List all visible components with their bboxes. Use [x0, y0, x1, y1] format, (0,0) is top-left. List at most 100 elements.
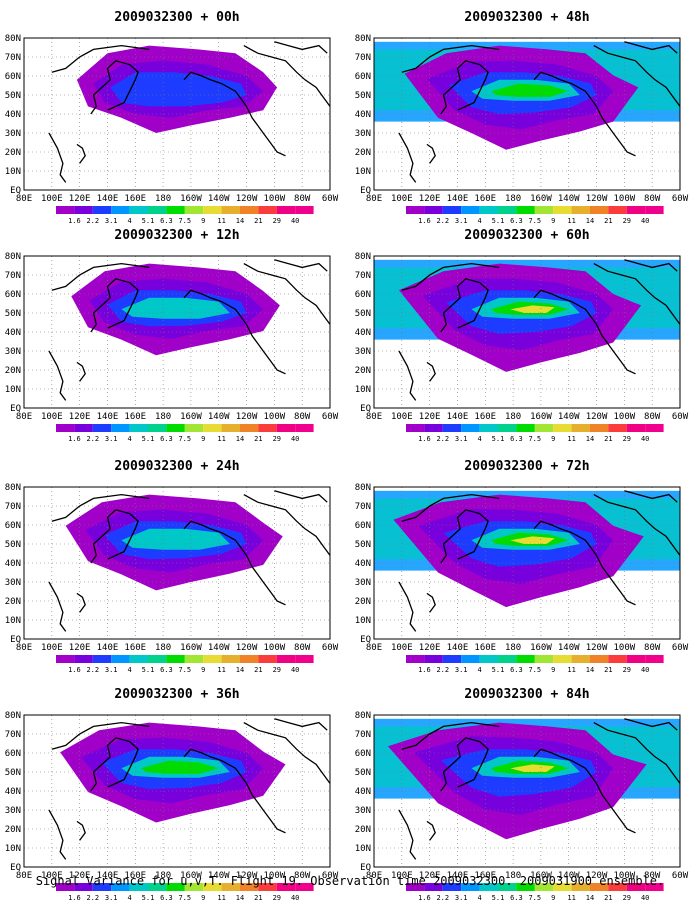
colorbar-tick-label: 29 — [623, 217, 631, 225]
map-frame — [373, 714, 681, 868]
lon-tick-label: 140W — [558, 194, 580, 204]
lat-tick-label: EQ — [10, 186, 21, 196]
colorbar-swatch — [479, 424, 498, 432]
panel-title: 2009032300 + 48h — [464, 10, 590, 25]
colorbar-swatch — [221, 206, 240, 214]
lat-tick-label: 10N — [355, 167, 371, 177]
coastline — [76, 143, 86, 164]
lat-tick-label: 10N — [355, 616, 371, 626]
colorbar-swatch — [424, 424, 443, 432]
coastline — [243, 494, 331, 556]
shade-contour — [510, 536, 555, 544]
colorbar-swatch — [571, 206, 590, 214]
lat-tick-label: 20N — [5, 597, 21, 607]
colorbar-swatch — [645, 206, 664, 214]
colorbar-tick-label: 11 — [567, 666, 575, 674]
colorbar-swatch — [590, 655, 609, 663]
lon-tick-label: 100W — [614, 871, 636, 881]
map-frame — [23, 255, 331, 409]
colorbar: 1.6 2.2 3.1 4 5.1 6.3 7.5 9 11 14 21 29 40 — [56, 655, 314, 674]
colorbar-swatch — [461, 206, 480, 214]
colorbar-tick-label: 7.5 — [528, 217, 541, 225]
lat-tick-label: 70N — [5, 53, 21, 63]
lon-tick-label: 80W — [294, 871, 311, 881]
colorbar-swatch — [111, 655, 130, 663]
lon-tick-label: 60W — [672, 871, 689, 881]
shade-contour — [121, 297, 230, 319]
colorbar-swatch — [516, 206, 535, 214]
lat-tick-label: 40N — [355, 110, 371, 120]
colorbar-swatch — [424, 206, 443, 214]
colorbar-tick-label: 7.5 — [178, 435, 191, 443]
colorbar-tick-label: 9 — [201, 666, 205, 674]
panel-title: 2009032300 + 24h — [114, 459, 240, 474]
colorbar-swatch — [129, 424, 148, 432]
coastline — [274, 259, 328, 272]
colorbar-tick-label: 3.1 — [455, 435, 468, 443]
lat-tick-label: EQ — [360, 863, 371, 873]
lat-tick-label: 50N — [5, 309, 21, 319]
colorbar-tick-label: 2.2 — [436, 435, 449, 443]
lat-tick-label: 50N — [355, 91, 371, 101]
colorbar-swatch — [203, 883, 222, 891]
colorbar-swatch — [56, 206, 75, 214]
lon-tick-label: 180 — [505, 412, 521, 422]
colorbar-tick-label: 4 — [127, 666, 131, 674]
colorbar: 1.6 2.2 3.1 4 5.1 6.3 7.5 9 11 14 21 29 40 — [406, 424, 664, 443]
colorbar-swatch — [479, 883, 498, 891]
colorbar-tick-label: 2.2 — [86, 217, 99, 225]
colorbar-swatch — [534, 206, 554, 214]
colorbar-tick-label: 21 — [254, 666, 262, 674]
colorbar-swatch — [74, 655, 93, 663]
coastline — [401, 262, 500, 291]
lat-tick-label: 80N — [355, 34, 371, 44]
lon-tick-label: 80E — [366, 871, 382, 881]
colorbar-tick-label: 6.3 — [510, 666, 523, 674]
lon-tick-label: 140E — [447, 194, 469, 204]
map-area: 80E 100E 120E 140E 160E 180 160W 140W 120W 100W 80… — [355, 483, 689, 653]
colorbar-swatch — [608, 883, 627, 891]
lat-tick-label: EQ — [10, 863, 21, 873]
lon-tick-label: 180 — [505, 871, 521, 881]
coastline — [76, 592, 86, 613]
colorbar-group: 1.6 2.2 3.1 4 5.1 6.3 7.5 9 11 14 21 29 40 — [56, 424, 314, 443]
colorbar-tick-label: 1.6 — [68, 217, 81, 225]
lat-tick-label: 30N — [355, 129, 371, 139]
lon-tick-label: 80E — [366, 194, 382, 204]
coastline — [426, 820, 436, 841]
colorbar-tick-label: 11 — [567, 435, 575, 443]
coastline — [440, 737, 489, 792]
colorbar-group: 1.6 2.2 3.1 4 5.1 6.3 7.5 9 11 14 21 29 40 — [406, 206, 664, 225]
colorbar-tick-label: 40 — [641, 894, 649, 902]
colorbar-swatch — [111, 206, 130, 214]
map-panel: 2009032300 + 00h 80E 100E 120E 140E 160E 180 16… — [0, 10, 340, 225]
lon-tick-label: 180 — [155, 871, 171, 881]
lat-tick-label: 60N — [355, 290, 371, 300]
lon-tick-label: 100W — [614, 194, 636, 204]
colorbar-swatch — [148, 883, 167, 891]
colorbar-tick-label: 11 — [217, 894, 225, 902]
colorbar-tick-label: 14 — [236, 894, 244, 902]
colorbar-tick-label: 4 — [127, 894, 131, 902]
lon-tick-label: 100E — [41, 194, 63, 204]
lon-tick-label: 140E — [447, 871, 469, 881]
lat-tick-label: 30N — [5, 806, 21, 816]
map-plot: 80E 100E 120E 140E 160E 180 160W 140W 120W 100W 80… — [5, 711, 339, 881]
lon-tick-label: 160E — [474, 194, 496, 204]
colorbar-tick-label: 3.1 — [105, 894, 118, 902]
lon-tick-label: 180 — [155, 643, 171, 653]
colorbar-swatch — [203, 424, 222, 432]
shade-contour — [140, 760, 219, 774]
lon-tick-label: 120W — [586, 643, 608, 653]
map-plot: 80E 100E 120E 140E 160E 180 160W 140W 120W 100W 80… — [355, 711, 689, 881]
colorbar-swatch — [92, 424, 112, 432]
lat-tick-label: 20N — [5, 825, 21, 835]
map-area: 80E 100E 120E 140E 160E 180 160W 140W 120W 100W 80… — [355, 34, 689, 204]
lon-tick-label: 120E — [419, 412, 441, 422]
coastline — [426, 361, 436, 382]
colorbar-tick-label: 6.3 — [160, 435, 173, 443]
panel-title: 2009032300 + 60h — [464, 228, 590, 243]
colorbar-swatch — [608, 655, 627, 663]
colorbar-swatch — [442, 424, 462, 432]
colorbar-tick-label: 5.1 — [142, 435, 155, 443]
